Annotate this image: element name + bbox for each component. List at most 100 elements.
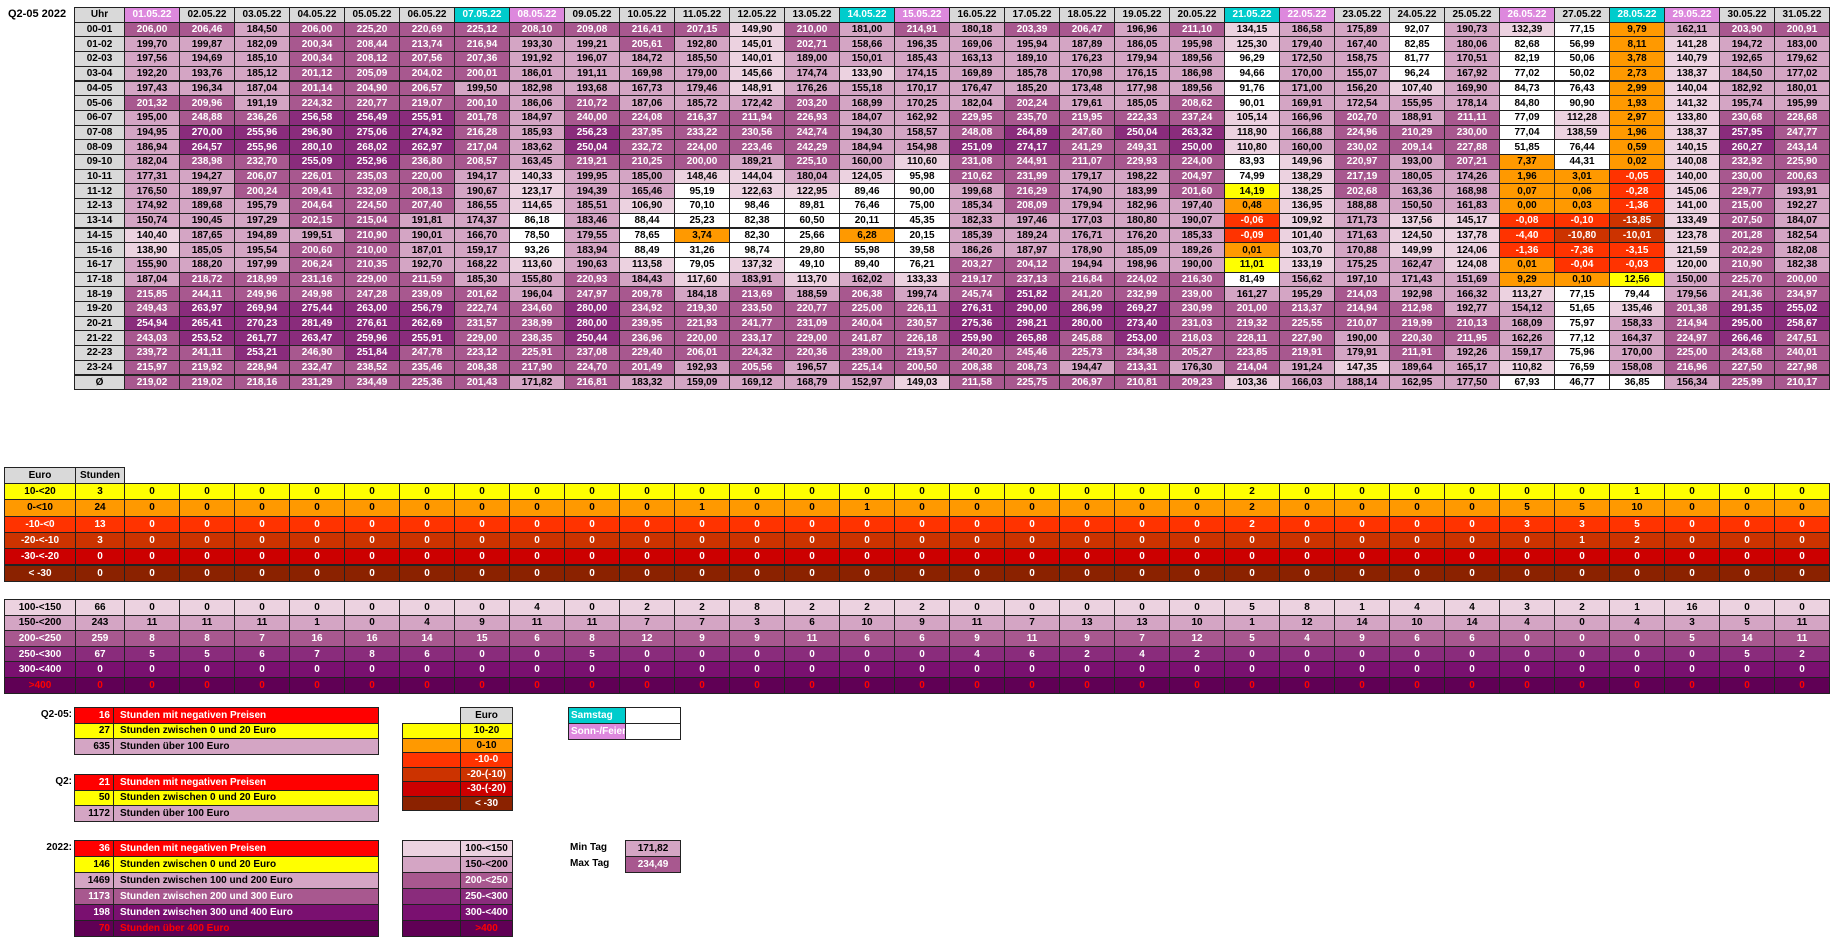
price-cell: 226,18 [894,330,950,347]
price-cell: 122,95 [784,183,840,200]
count-cell: 0 [894,564,950,582]
price-cell: 192,77 [1444,301,1500,317]
price-cell: 256,49 [344,109,400,126]
price-cell: 225,20 [344,21,400,38]
price-cell: 211,58 [949,374,1005,391]
price-cell: 211,94 [729,109,785,126]
price-cell: 170,88 [1334,242,1390,258]
price-cell: 141,00 [1664,198,1720,214]
price-cell: 220,97 [1334,154,1390,170]
price-cell: 155,95 [1389,95,1445,111]
legend-swatch [402,904,461,921]
price-cell: 145,06 [1664,183,1720,200]
count-cell: 0 [1004,599,1060,616]
price-cell: 82,30 [729,227,785,244]
count-cell: 0 [1169,564,1225,582]
price-cell: 208,10 [509,21,565,38]
price-cell: 197,10 [1334,271,1390,288]
count-cell: 0 [1334,677,1390,694]
price-cell: 269,94 [234,301,290,317]
count-cell: 0 [839,645,895,663]
hour-label: 16-17 [74,256,125,273]
date-header: 04.05.22 [289,7,345,23]
count-cell: 0 [949,677,1005,694]
price-cell: 25,23 [674,212,730,229]
price-cell: 229,40 [619,345,675,361]
count-cell: 2 [784,599,840,616]
price-cell: 251,84 [344,345,400,361]
price-cell: 248,08 [949,124,1005,141]
price-cell: 136,95 [1279,198,1335,214]
price-cell: 170,25 [894,95,950,111]
price-cell: 200,00 [1774,271,1830,288]
count-cell: 10 [1389,614,1445,632]
count-cell: 0 [564,677,620,694]
count-cell: 0 [1719,677,1775,694]
price-cell: 177,02 [1774,65,1830,82]
price-cell: 92,07 [1389,21,1445,38]
price-cell: 171,63 [1334,227,1390,244]
price-cell: 167,73 [619,80,675,97]
count-cell: 0 [234,677,290,694]
count-cell: 9 [894,614,950,632]
price-cell: 95,98 [894,168,950,185]
summary-count: 1172 [74,805,114,822]
price-cell: 210,00 [344,242,400,258]
count-cell: 0 [1719,661,1775,678]
count-cell: 0 [894,661,950,678]
price-cell: 29,80 [784,242,840,258]
price-cell: 281,49 [289,315,345,332]
price-cell: 170,00 [1609,345,1665,361]
price-cell: 49,10 [784,256,840,273]
price-cell: 177,31 [124,168,180,185]
price-cell: 182,38 [1774,256,1830,273]
price-cell: 3,78 [1609,51,1665,67]
count-cell: 0 [1279,661,1335,678]
hour-label: 00-01 [74,21,125,38]
price-cell: 234,49 [344,374,400,391]
count-cell: 0 [344,564,400,582]
price-cell: 201,12 [289,65,345,82]
price-cell: 219,17 [949,271,1005,288]
price-cell: 158,66 [839,36,895,53]
count-cell: 2 [1169,645,1225,663]
price-cell: 204,12 [1004,256,1060,273]
price-cell: 209,78 [619,286,675,302]
legend-label: 250-<300 [460,888,513,905]
count-cell: 0 [344,531,400,550]
price-cell: 249,98 [289,286,345,302]
price-cell: 145,17 [1444,212,1500,229]
min-max-value: 234,49 [625,856,681,873]
price-cell: 231,29 [289,374,345,391]
price-cell: 145,01 [729,36,785,53]
price-cell: 215,97 [124,359,180,376]
price-cell: 196,07 [564,51,620,67]
price-cell: 174,37 [454,212,510,229]
summary-text: Stunden zwischen 0 und 20 Euro [113,856,379,873]
price-cell: 200,34 [289,36,345,53]
count-cell: 8 [1279,599,1335,616]
price-cell: 179,17 [1059,168,1115,185]
price-cell: 103,36 [1224,374,1280,391]
price-cell: 210,00 [784,21,840,38]
count-cell: 11 [509,614,565,632]
price-cell: 197,46 [1004,212,1060,229]
price-cell: 133,19 [1279,256,1335,273]
count-cell: 0 [1664,483,1720,501]
price-cell: 184,94 [839,139,895,155]
price-cell: 91,76 [1224,80,1280,97]
count-cell: 0 [289,661,345,678]
price-cell: 182,96 [1114,198,1170,214]
price-cell: 202,68 [1334,183,1390,200]
price-cell: 230,99 [1169,301,1225,317]
price-cell: 233,22 [674,124,730,141]
legend-swatch [402,723,461,739]
price-cell: 280,00 [564,315,620,332]
price-cell: 200,01 [454,65,510,82]
price-cell: 179,91 [1334,345,1390,361]
price-cell: 188,20 [179,256,235,273]
count-cell: 0 [454,645,510,663]
price-cell: 250,04 [564,139,620,155]
price-cell: 194,89 [234,227,290,244]
